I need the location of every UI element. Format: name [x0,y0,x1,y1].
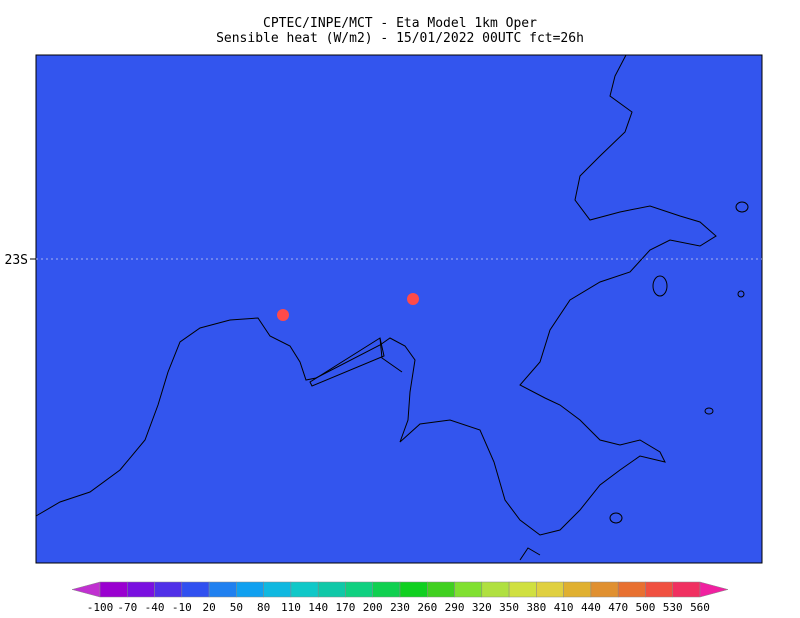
colorbar-label: -100 [87,601,114,614]
colorbar-label: -40 [145,601,165,614]
colorbar-label: -70 [117,601,137,614]
map-area [35,54,763,564]
coastline [35,54,749,561]
colorbar-box [127,581,155,598]
colorbar-label: 230 [390,601,410,614]
colorbar-label: 260 [417,601,437,614]
colorbar-label: 80 [257,601,270,614]
colorbar-label: 50 [230,601,243,614]
colorbar-label: 140 [308,601,328,614]
colorbar-box [645,581,673,598]
colorbar-box [317,581,346,598]
colorbar-box [563,581,592,598]
colorbar-box [99,581,128,598]
colorbar-box [236,581,264,598]
lat-label: 23S [5,253,28,268]
colorbar-box [454,581,483,598]
colorbar-label: 320 [472,601,492,614]
colorbar-box [427,581,455,598]
colorbar-box [345,581,373,598]
colorbar-label: 470 [608,601,628,614]
colorbar-box [536,581,564,598]
colorbar-end [71,581,101,598]
colorbar-label: -10 [172,601,192,614]
colorbar-label: 350 [499,601,519,614]
colorbar-label: 110 [281,601,301,614]
colorbar-label: 20 [202,601,215,614]
marker [277,309,289,321]
colorbar-box [399,581,428,598]
marker [407,293,419,305]
title-line: CPTEC/INPE/MCT - Eta Model 1km Oper [263,16,537,31]
colorbar-label: 200 [363,601,383,614]
colorbar-label: 290 [445,601,465,614]
colorbar-box [290,581,319,598]
colorbar-box [617,581,646,598]
colorbar-box [590,581,619,598]
colorbar-box [263,581,292,598]
title-line: Sensible heat (W/m2) - 15/01/2022 00UTC … [216,31,584,46]
colorbar-label: 530 [663,601,683,614]
colorbar-label: 560 [690,601,710,614]
colorbar-end [699,581,729,598]
colorbar-label: 500 [636,601,656,614]
colorbar-label: 440 [581,601,601,614]
colorbar-label: 410 [554,601,574,614]
colorbar-box [481,581,510,598]
colorbar-box [181,581,210,598]
colorbar-box [372,581,401,598]
colorbar-box [508,581,537,598]
colorbar-box [154,581,183,598]
colorbar-box [208,581,237,598]
colorbar-label: 170 [336,601,356,614]
colorbar-box [672,581,701,598]
colorbar-label: 380 [526,601,546,614]
